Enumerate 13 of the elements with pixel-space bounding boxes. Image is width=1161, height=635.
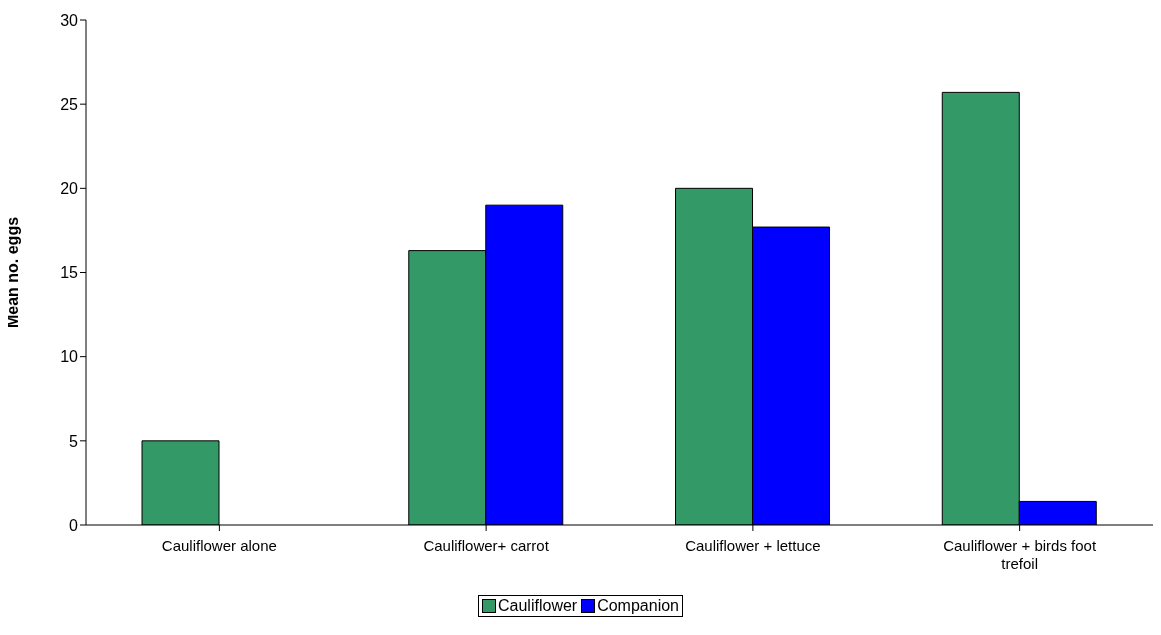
y-tick-label: 20 [60, 180, 79, 198]
x-tick-label: Cauliflower+ carrot [423, 537, 550, 554]
x-tick-label: Cauliflower + birds foot trefoil [943, 537, 1097, 572]
x-tick-label: Cauliflower + lettuce [685, 537, 821, 554]
x-tick-label: Cauliflower alone [161, 537, 277, 554]
y-tick-label: 10 [60, 348, 79, 366]
legend-label: Companion [596, 597, 679, 615]
y-tick-label: 25 [60, 95, 79, 113]
y-tick-label: 15 [60, 264, 79, 282]
legend-label: Cauliflower [497, 597, 578, 615]
y-tick-label: 5 [69, 432, 79, 450]
y-tick-label: 30 [60, 11, 79, 29]
y-tick-label: 0 [69, 516, 79, 534]
